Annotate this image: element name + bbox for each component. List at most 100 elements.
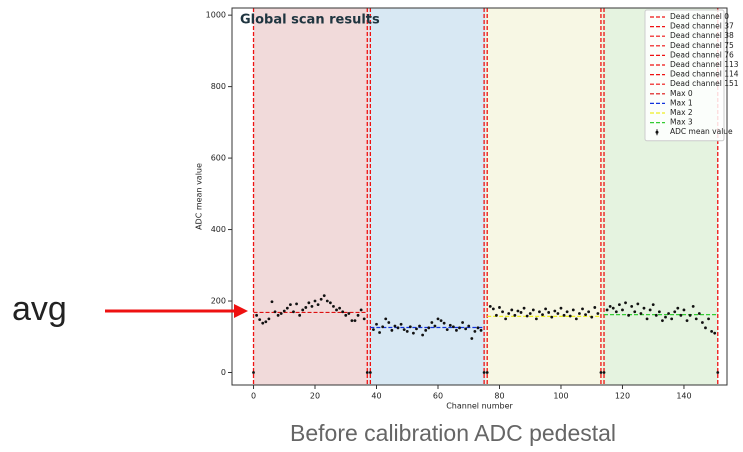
data-point — [322, 294, 326, 298]
data-point — [325, 299, 329, 303]
data-point — [356, 313, 360, 317]
data-point — [485, 371, 489, 374]
data-point — [470, 337, 474, 340]
data-point — [365, 371, 369, 374]
data-point — [710, 329, 714, 333]
data-point — [507, 312, 511, 315]
data-point — [578, 312, 581, 315]
data-point — [685, 319, 689, 323]
data-point — [587, 310, 591, 314]
data-point — [590, 315, 594, 319]
data-point — [571, 308, 575, 312]
data-point — [716, 371, 720, 374]
data-point — [556, 312, 560, 315]
legend-label: Max 2 — [670, 108, 693, 117]
data-point — [688, 313, 692, 317]
data-point — [547, 311, 551, 314]
data-point — [264, 320, 268, 324]
data-point — [384, 317, 388, 321]
data-point — [574, 317, 578, 321]
legend-label: Dead channel 75 — [670, 41, 734, 50]
data-point — [707, 317, 710, 321]
data-point — [458, 326, 461, 330]
y-tick-label: 200 — [211, 297, 226, 306]
data-point — [513, 313, 517, 317]
x-tick-label: 0 — [251, 392, 256, 401]
data-point — [691, 304, 695, 308]
data-point — [504, 317, 508, 321]
data-point — [393, 324, 397, 328]
data-point — [451, 325, 455, 329]
data-point — [596, 312, 600, 315]
data-point — [307, 301, 311, 305]
x-tick-label: 100 — [553, 392, 568, 401]
data-point — [261, 321, 265, 325]
data-point — [694, 317, 698, 321]
legend-label: Dead channel 113 — [670, 60, 739, 69]
data-point — [599, 371, 603, 374]
data-point — [676, 306, 680, 310]
data-point — [319, 297, 323, 301]
data-point — [427, 326, 431, 330]
data-point — [335, 308, 338, 312]
data-point — [255, 313, 258, 317]
x-axis-label: Channel number — [446, 402, 513, 411]
data-point — [341, 310, 345, 314]
data-point — [697, 312, 701, 315]
data-point — [630, 304, 634, 308]
legend-label: Dead channel 76 — [670, 50, 734, 59]
data-point — [442, 321, 446, 325]
data-point — [654, 313, 658, 317]
data-point — [667, 312, 670, 315]
data-point — [488, 304, 492, 308]
data-point — [375, 322, 378, 326]
data-point — [405, 329, 409, 333]
data-point — [614, 310, 618, 314]
legend-label: Max 3 — [670, 118, 693, 127]
data-point — [445, 328, 449, 332]
data-point — [565, 310, 569, 314]
data-point — [661, 319, 664, 323]
data-point — [498, 306, 501, 309]
data-point — [298, 313, 302, 317]
data-point — [304, 306, 308, 309]
data-point — [316, 303, 320, 306]
data-point — [673, 310, 677, 314]
legend-label: Dead channel 114 — [670, 70, 739, 79]
data-point — [501, 310, 504, 314]
data-point — [624, 301, 627, 305]
legend-label: Dead channel 37 — [670, 22, 734, 31]
data-point — [479, 328, 483, 332]
region — [253, 8, 369, 385]
data-point — [359, 308, 363, 312]
legend-label: ADC mean value — [670, 127, 733, 136]
y-axis-label: ADC mean value — [195, 163, 204, 230]
data-point — [430, 321, 434, 324]
data-point — [510, 308, 514, 312]
data-point — [495, 313, 498, 317]
x-tick-label: 120 — [615, 392, 630, 401]
data-point — [473, 329, 477, 333]
x-tick-label: 40 — [371, 392, 381, 401]
x-tick-label: 60 — [433, 392, 443, 401]
data-point — [541, 313, 544, 317]
data-point — [701, 321, 704, 324]
data-point — [408, 325, 412, 329]
data-point — [713, 331, 717, 335]
data-point — [372, 328, 375, 332]
data-point — [433, 324, 437, 328]
legend-swatch — [655, 130, 659, 134]
region — [368, 8, 486, 385]
data-point — [301, 308, 305, 312]
data-point — [559, 306, 563, 310]
data-point — [350, 319, 354, 323]
data-point — [617, 303, 621, 306]
data-point — [679, 313, 683, 317]
y-tick-label: 600 — [211, 154, 226, 163]
data-point — [270, 300, 274, 304]
data-point — [538, 310, 541, 314]
data-point — [704, 326, 707, 330]
data-point — [528, 312, 532, 315]
annotation: avg — [12, 290, 67, 328]
data-point — [664, 315, 667, 319]
